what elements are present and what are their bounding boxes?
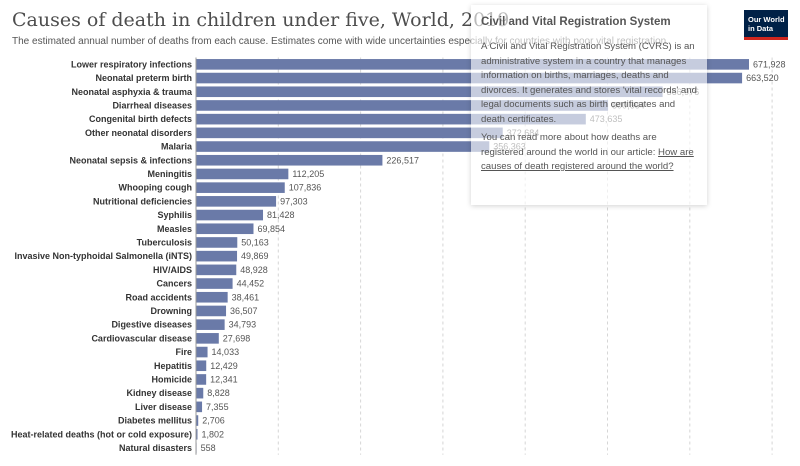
category-label: Drowning [151, 306, 193, 316]
logo-line1: Our World [748, 15, 785, 24]
value-label: 34,793 [229, 320, 257, 330]
bar[interactable] [196, 401, 203, 413]
bar[interactable] [196, 168, 289, 180]
logo-accent-bar [744, 37, 788, 40]
category-label: Neonatal preterm birth [95, 73, 192, 83]
value-label: 671,928 [753, 59, 786, 69]
bar[interactable] [196, 196, 277, 207]
category-label: Syphilis [157, 210, 192, 220]
bar[interactable] [196, 428, 198, 440]
category-label: Measles [157, 224, 192, 234]
bar[interactable] [196, 113, 586, 125]
value-label: 44,452 [237, 279, 265, 289]
value-label: 27,698 [223, 333, 251, 343]
value-label: 14,033 [212, 347, 240, 357]
bar[interactable] [196, 346, 208, 358]
category-label: Congenital birth defects [89, 114, 192, 124]
bar[interactable] [196, 100, 609, 111]
value-label: 663,520 [746, 73, 779, 83]
bar[interactable] [196, 209, 264, 221]
logo-line2: in Data [748, 24, 774, 33]
category-label: Diarrheal diseases [112, 100, 192, 110]
value-label: 107,836 [289, 183, 322, 193]
category-label: HIV/AIDS [153, 265, 192, 275]
bar[interactable] [196, 182, 285, 193]
category-label: Kidney disease [126, 388, 192, 398]
category-label: Road accidents [125, 292, 192, 302]
category-label: Cancers [156, 279, 192, 289]
bar[interactable] [196, 360, 207, 372]
value-label: 69,854 [257, 224, 285, 234]
value-label: 1,802 [201, 429, 224, 439]
value-label: 558 [201, 443, 216, 453]
tooltip-article-link[interactable]: How are causes of death registered aroun… [481, 146, 694, 173]
tooltip-cvrs: Civil and Vital Registration System A Ci… [471, 5, 707, 205]
category-label: Neonatal asphyxia & trauma [71, 87, 193, 97]
category-label: Meningitis [148, 169, 193, 179]
category-label: Malaria [161, 142, 193, 152]
category-label: Cardiovascular disease [91, 333, 192, 343]
bar[interactable] [196, 291, 228, 303]
tooltip-title: Civil and Vital Registration System [481, 16, 671, 28]
category-label: Fire [175, 347, 192, 357]
bar[interactable] [196, 333, 219, 344]
value-label: 36,507 [230, 306, 258, 316]
bar[interactable] [196, 86, 663, 98]
bar[interactable] [196, 319, 225, 330]
category-label: Heat-related deaths (hot or cold exposur… [11, 429, 192, 439]
bar[interactable] [196, 127, 503, 139]
value-label: 38,461 [232, 292, 260, 302]
bar[interactable] [196, 72, 743, 84]
bar[interactable] [196, 305, 227, 317]
value-label: 226,517 [386, 155, 419, 165]
value-label: 7,355 [206, 402, 229, 412]
owid-logo[interactable]: Our World in Data [744, 10, 788, 40]
category-label: Neonatal sepsis & infections [69, 155, 192, 165]
value-label: 49,869 [241, 251, 269, 261]
bar[interactable] [196, 374, 207, 385]
tooltip-paragraph-2: You can read more about how deaths are r… [481, 131, 697, 175]
category-label: Invasive Non-typhoidal Salmonella (iNTS) [14, 251, 192, 261]
value-label: 50,163 [241, 237, 269, 247]
value-label: 97,303 [280, 196, 308, 206]
value-label: 48,928 [240, 265, 268, 275]
category-label: Whooping cough [119, 183, 192, 193]
tooltip-paragraph-1: A Civil and Vital Registration System (C… [481, 41, 697, 125]
category-label: Lower respiratory infections [71, 59, 192, 69]
category-label: Homicide [151, 374, 192, 384]
bar[interactable] [196, 237, 238, 248]
value-label: 112,205 [292, 169, 324, 179]
bar[interactable] [196, 415, 199, 426]
category-label: Digestive diseases [111, 320, 192, 330]
bar[interactable] [196, 387, 204, 399]
value-label: 81,428 [267, 210, 295, 220]
category-label: Tuberculosis [137, 237, 192, 247]
category-label: Nutritional deficiencies [93, 196, 192, 206]
bar[interactable] [196, 154, 383, 166]
bar[interactable] [196, 264, 237, 276]
category-label: Natural disasters [119, 443, 192, 453]
value-label: 12,341 [210, 374, 238, 384]
bar[interactable] [196, 141, 490, 152]
value-label: 2,706 [202, 416, 225, 426]
bar[interactable] [196, 250, 238, 262]
bar[interactable] [196, 278, 233, 289]
bar[interactable] [196, 223, 254, 235]
value-label: 12,429 [210, 361, 238, 371]
category-label: Hepatitis [154, 361, 192, 371]
category-label: Other neonatal disorders [85, 128, 192, 138]
category-label: Liver disease [135, 402, 192, 412]
category-label: Diabetes mellitus [118, 416, 192, 426]
chart-title: Causes of death in children under five, … [12, 9, 510, 31]
chart-subtitle: The estimated annual number of deaths fr… [12, 36, 669, 47]
value-label: 8,828 [207, 388, 230, 398]
tooltip-paragraph-2-text: You can read more about how deaths are r… [481, 132, 659, 158]
